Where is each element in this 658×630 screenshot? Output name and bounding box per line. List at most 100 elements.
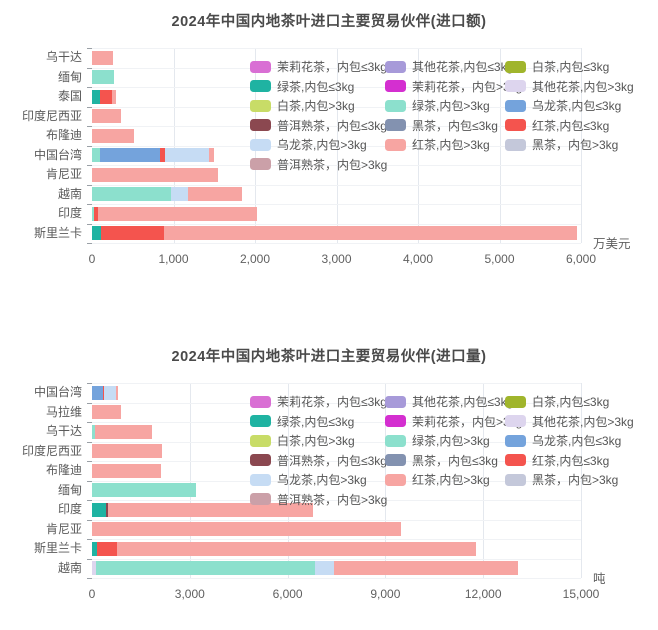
legend-item[interactable]: 红茶,内包>3kg [385, 470, 505, 490]
legend-item[interactable]: 乌龙茶,内包≤3kg [505, 431, 658, 451]
x-axis-tick-label: 3,000 [174, 587, 205, 601]
y-axis-category-label: 肯尼亚 [45, 521, 82, 536]
legend-item[interactable]: 普洱熟茶，内包>3kg [250, 155, 387, 175]
legend-item[interactable]: 黑茶，内包>3kg [505, 470, 658, 490]
bar-segment-红茶,内包≤3kg[interactable] [96, 541, 117, 556]
legend-item[interactable]: 红茶,内包>3kg [385, 135, 505, 155]
bar-segment-红茶,内包>3kg[interactable] [92, 405, 121, 420]
y-axis-tick [87, 126, 92, 127]
bar-segment-绿茶,内包>3kg[interactable] [92, 483, 196, 498]
legend-item[interactable]: 绿茶,内包>3kg [385, 431, 505, 451]
bar-segment-绿茶,内包>3kg[interactable] [92, 148, 100, 163]
y-axis-tick [87, 480, 92, 482]
import-volume-chart: 2024年中国内地茶叶进口主要贸易伙伴(进口量) 中国台湾 马拉维 乌干达 印度尼西亚… [0, 315, 658, 630]
legend-item[interactable]: 乌龙茶,内包>3kg [250, 470, 385, 490]
bar-segment-其他花茶,内包>3kg[interactable] [92, 561, 96, 576]
bar-segment-红茶,内包≤3kg[interactable] [160, 148, 165, 163]
legend-item[interactable]: 黑茶，内包≤3kg [385, 116, 505, 136]
bar-segment-红茶,内包>3kg[interactable] [92, 109, 121, 124]
bar-segment-红茶,内包≤3kg[interactable] [103, 385, 105, 400]
y-axis-tick [87, 402, 92, 404]
legend-swatch [505, 138, 526, 151]
bar-segment-红茶,内包>3kg[interactable] [116, 385, 119, 400]
y-axis-tick [87, 67, 92, 69]
legend-item[interactable]: 白茶,内包>3kg [250, 431, 385, 451]
legend-item-label: 其他花茶,内包≤3kg [412, 60, 514, 75]
bar-segment-红茶,内包>3kg[interactable] [111, 89, 117, 104]
bar-row [92, 559, 581, 579]
bar-segment-红茶,内包>3kg[interactable] [92, 463, 162, 478]
bar-segment-绿茶,内包≤3kg[interactable] [92, 541, 97, 556]
bar-segment-红茶,内包>3kg[interactable] [333, 561, 519, 576]
legend-swatch [505, 99, 526, 112]
legend-item[interactable]: 其他花茶,内包>3kg [505, 77, 658, 97]
bar-segment-红茶,内包>3kg[interactable] [94, 424, 152, 439]
bar-segment-绿茶,内包>3kg[interactable] [92, 187, 172, 202]
legend-item[interactable]: 茉莉花茶，内包≤3kg [250, 392, 387, 412]
bar-segment-红茶,内包>3kg[interactable] [92, 167, 218, 182]
bar-segment-乌龙茶,内包>3kg[interactable] [171, 187, 188, 202]
legend-item[interactable]: 茉莉花茶，内包>3kg [385, 77, 522, 97]
legend-item[interactable]: 白茶,内包≤3kg [505, 392, 658, 412]
y-axis-category-label: 印度尼西亚 [21, 443, 82, 458]
legend-item[interactable]: 白茶,内包>3kg [250, 96, 385, 116]
bar-segment-乌龙茶,内包>3kg[interactable] [314, 561, 334, 576]
legend-swatch [250, 80, 271, 93]
bar-segment-红茶,内包≤3kg[interactable] [100, 89, 112, 104]
bar-segment-绿茶,内包>3kg[interactable] [95, 561, 315, 576]
bar-segment-红茶,内包>3kg[interactable] [164, 226, 577, 241]
legend-item[interactable]: 其他花茶,内包>3kg [505, 412, 658, 432]
bar-segment-红茶,内包>3kg[interactable] [92, 128, 134, 143]
legend-item[interactable]: 红茶,内包≤3kg [505, 116, 658, 136]
bar-segment-绿茶,内包>3kg[interactable] [92, 206, 95, 221]
legend-item[interactable]: 白茶,内包≤3kg [505, 57, 658, 77]
bar-segment-乌龙茶,内包>3kg[interactable] [164, 148, 210, 163]
legend-item[interactable]: 黑茶，内包≤3kg [385, 451, 505, 471]
legend-item[interactable]: 红茶,内包≤3kg [505, 451, 658, 471]
y-axis-category-label: 马拉维 [45, 404, 82, 419]
legend-item[interactable]: 乌龙茶,内包≤3kg [505, 96, 658, 116]
bar-segment-乌龙茶,内包≤3kg[interactable] [99, 148, 161, 163]
bar-segment-绿茶,内包>3kg[interactable] [92, 70, 114, 85]
y-axis-tick [87, 519, 92, 521]
bar-segment-红茶,内包>3kg[interactable] [92, 444, 162, 459]
bar-segment-绿茶,内包>3kg[interactable] [92, 424, 95, 439]
gridline [92, 145, 581, 147]
bar-segment-红茶,内包≤3kg[interactable] [100, 226, 165, 241]
legend-item[interactable]: 乌龙茶,内包>3kg [250, 135, 385, 155]
legend-item-label: 乌龙茶,内包>3kg [277, 473, 367, 488]
bar-segment-红茶,内包>3kg[interactable] [187, 187, 243, 202]
bar-segment-绿茶,内包≤3kg[interactable] [92, 226, 101, 241]
y-axis-tick [87, 578, 92, 579]
legend-swatch [250, 60, 271, 73]
bar-segment-红茶,内包>3kg[interactable] [209, 148, 215, 163]
legend-item[interactable]: 其他花茶,内包≤3kg [385, 392, 513, 412]
legend-item[interactable]: 黑茶，内包>3kg [505, 135, 658, 155]
bar-segment-红茶,内包>3kg[interactable] [92, 522, 401, 537]
legend-swatch [250, 454, 271, 467]
bar-segment-绿茶,内包≤3kg[interactable] [92, 89, 101, 104]
legend-item[interactable]: 绿茶,内包≤3kg [250, 77, 385, 97]
gridline [92, 461, 581, 462]
legend-item[interactable]: 绿茶,内包>3kg [385, 96, 505, 116]
bar-segment-红茶,内包>3kg[interactable] [97, 206, 258, 221]
legend-item[interactable]: 茉莉花茶，内包≤3kg [250, 57, 387, 77]
legend-swatch [385, 119, 406, 132]
legend-item[interactable]: 其他花茶,内包≤3kg [385, 57, 513, 77]
bar-segment-普洱熟茶，内包≤3kg[interactable] [106, 502, 108, 517]
x-axis-tick-label: 2,000 [239, 252, 271, 266]
legend-item[interactable]: 普洱熟茶，内包>3kg [250, 490, 387, 510]
bar-segment-乌龙茶,内包≤3kg[interactable] [92, 385, 104, 400]
legend-item[interactable]: 茉莉花茶，内包>3kg [385, 412, 522, 432]
legend-item[interactable]: 普洱熟茶，内包≤3kg [250, 116, 387, 136]
legend-item[interactable]: 绿茶,内包≤3kg [250, 412, 385, 432]
bar-segment-红茶,内包>3kg[interactable] [116, 541, 477, 556]
bar-segment-乌龙茶,内包>3kg[interactable] [104, 385, 117, 400]
legend-item[interactable]: 普洱熟茶，内包≤3kg [250, 451, 387, 471]
bar-segment-红茶,内包>3kg[interactable] [107, 502, 313, 517]
legend-item-label: 白茶,内包≤3kg [532, 395, 610, 410]
bar-segment-红茶,内包≤3kg[interactable] [94, 206, 98, 221]
bar-segment-绿茶,内包≤3kg[interactable] [92, 502, 107, 517]
y-axis-tick [87, 441, 92, 443]
bar-segment-红茶,内包>3kg[interactable] [92, 50, 114, 65]
